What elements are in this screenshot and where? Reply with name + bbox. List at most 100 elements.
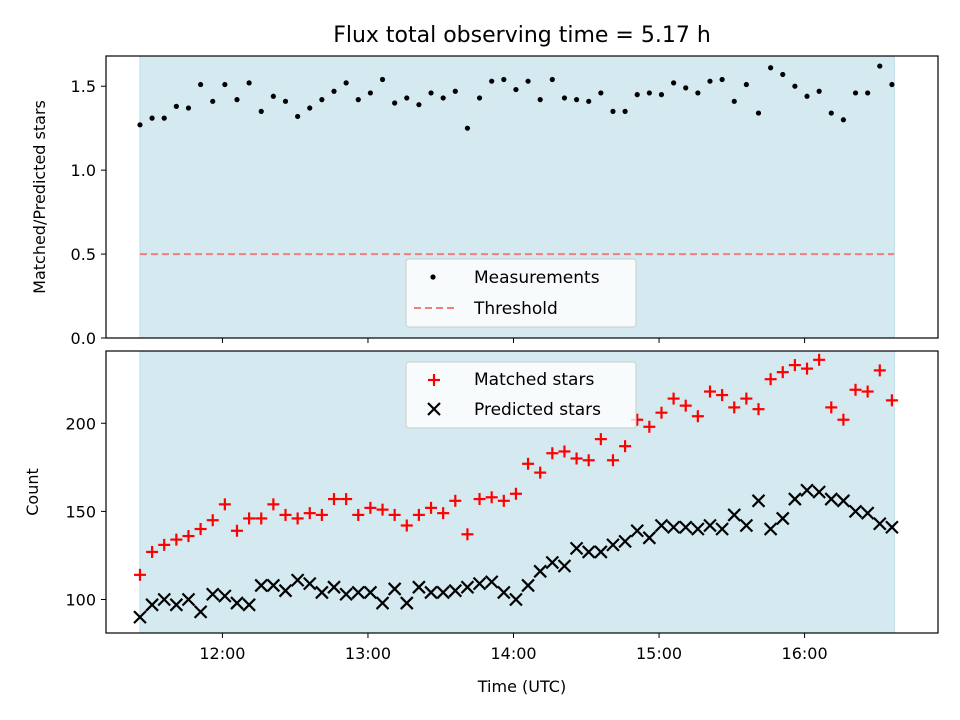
measurement-point (877, 63, 883, 69)
measurement-point (768, 65, 774, 71)
measurement-point (246, 80, 252, 86)
bottom-x-ticks: 12:00 13:00 14:00 15:00 16:00 (199, 633, 828, 663)
measurement-point (792, 83, 798, 89)
bottom-y-ticks: 100 150 200 (65, 414, 106, 610)
predicted-star-point (242, 598, 256, 612)
predicted-star-point (193, 605, 208, 619)
matched-star-point (740, 392, 753, 405)
bottom-x-tick-label: 13:00 (345, 644, 391, 663)
matched-star-point (425, 501, 438, 514)
matched-star-point (243, 512, 256, 525)
matched-star-point (764, 373, 777, 386)
top-y-tick-label: 1.0 (71, 161, 96, 180)
measurement-point (889, 81, 895, 88)
top-y-tick-label: 1.5 (71, 77, 96, 96)
top-legend-box (405, 258, 637, 328)
measurement-point (573, 97, 580, 103)
matched-star-point (619, 440, 632, 453)
matched-star-point (170, 533, 183, 546)
predicted-star-point (654, 518, 669, 533)
legend-matched-marker (428, 374, 440, 386)
predicted-star-point (521, 578, 535, 593)
predicted-star-point (836, 494, 851, 508)
matched-star-point (691, 410, 704, 423)
predicted-star-point (339, 587, 353, 602)
measurement-point (331, 88, 337, 94)
measurement-point (452, 88, 458, 94)
measurement-point (743, 81, 749, 88)
predicted-star-point (205, 587, 220, 602)
measurement-point (549, 76, 555, 83)
measurement-point (695, 90, 701, 96)
legend-measurements-label: Measurements (474, 268, 600, 288)
measurement-point (137, 122, 143, 128)
matched-star-point (861, 385, 874, 398)
predicted-star-point (860, 506, 875, 520)
bottom-y-tick-label: 200 (65, 414, 96, 433)
predicted-star-point (824, 492, 839, 506)
matched-star-point (728, 401, 741, 414)
measurement-point (440, 95, 446, 101)
measurement-point (731, 98, 737, 104)
measurement-point (222, 81, 228, 88)
predicted-star-point (533, 564, 547, 579)
bottom-x-tick-label: 16:00 (782, 644, 828, 663)
measurement-point (622, 108, 628, 114)
matched-star-point (837, 413, 850, 426)
chart-title: Flux total observing time = 5.17 h (333, 23, 711, 48)
predicted-star-point (424, 585, 438, 600)
measurement-point (852, 90, 859, 96)
predicted-star-point (327, 580, 341, 594)
measurement-point (367, 90, 373, 96)
predicted-star-point (484, 575, 499, 589)
matched-star-point (509, 487, 522, 500)
predicted-star-point (691, 522, 705, 536)
bottom-axes-frame (105, 350, 939, 634)
measurement-point (270, 93, 276, 99)
predicted-star-point (254, 578, 269, 593)
predicted-star-point (727, 508, 742, 522)
predicted-star-point (545, 555, 560, 570)
x-axis-label: Time (UTC) (477, 677, 566, 696)
measurement-point (586, 98, 592, 104)
measurement-point (671, 80, 677, 86)
predicted-star-point (145, 598, 159, 612)
matched-star-point (716, 389, 729, 402)
predicted-star-point (678, 520, 693, 535)
measurement-point (780, 71, 786, 78)
predicted-star-point (812, 485, 826, 499)
measurement-point (513, 86, 519, 93)
predicted-star-point (788, 492, 802, 506)
matched-star-point (437, 507, 450, 520)
matched-star-point (643, 420, 656, 433)
top-y-axis-label: Matched/Predicted stars (30, 100, 49, 294)
measurement-point (379, 76, 386, 83)
predicted-star-point (848, 504, 863, 519)
matched-star-point (570, 452, 583, 465)
predicted-star-point (642, 531, 657, 545)
bottom-x-tick-label: 14:00 (490, 644, 536, 663)
predicted-star-point (775, 511, 790, 526)
measurement-point (755, 110, 762, 116)
predicted-star-point (594, 545, 608, 559)
matched-star-point (522, 457, 535, 470)
predicted-star-point (557, 559, 572, 573)
bottom-y-tick-label: 150 (65, 502, 96, 521)
predicted-star-point (436, 585, 450, 600)
legend-measurements-marker (430, 274, 436, 280)
predicted-star-point (230, 596, 244, 610)
matched-star-point (291, 512, 304, 525)
top-axes-frame (105, 55, 939, 339)
matched-star-point (679, 399, 692, 412)
bottom-legend-box (405, 361, 637, 429)
measurement-point (282, 98, 289, 104)
measurement-point (525, 78, 531, 84)
predicted-star-point (412, 580, 426, 594)
top-y-ticks: 0.0 0.5 1.0 1.5 (71, 77, 106, 348)
matched-star-point (340, 493, 353, 506)
measurement-point (476, 95, 483, 101)
predicted-star-point (157, 592, 171, 607)
matched-star-point (352, 508, 365, 521)
predicted-star-point (472, 576, 487, 591)
